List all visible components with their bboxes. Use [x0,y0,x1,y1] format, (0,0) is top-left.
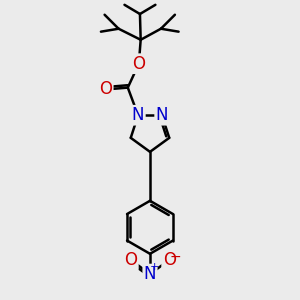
Text: +: + [150,262,160,272]
Text: O: O [132,55,145,73]
Text: O: O [124,251,137,269]
Text: N: N [156,106,168,124]
Text: N: N [132,106,144,124]
Text: O: O [99,80,112,98]
Text: −: − [170,249,182,263]
Text: N: N [144,265,156,283]
Text: O: O [163,251,176,269]
